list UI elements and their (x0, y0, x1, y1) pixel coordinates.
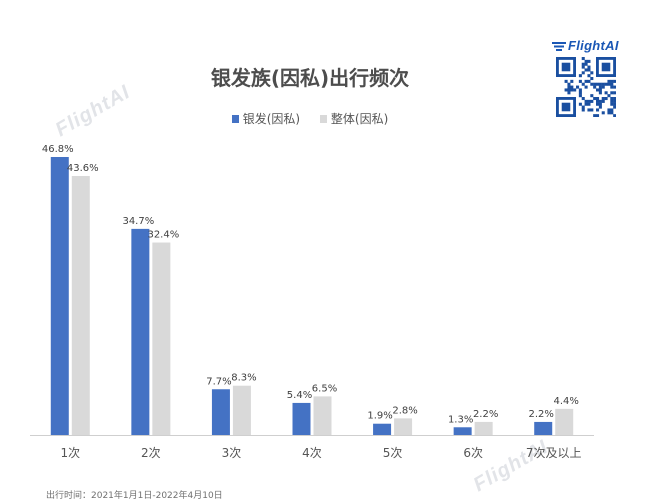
data-label-silver-4: 5.4% (287, 390, 312, 401)
legend-item-silver: 银发(因私) (231, 110, 301, 127)
bar-overall-5 (394, 418, 413, 435)
bar-silver-2 (131, 228, 150, 435)
data-label-silver-7: 2.2% (529, 409, 554, 420)
data-label-silver-3: 7.7% (206, 376, 231, 387)
bar-overall-6 (474, 421, 493, 435)
data-label-overall-2: 32.4% (147, 230, 179, 241)
bar-overall-2 (152, 242, 171, 435)
bar-silver-3 (211, 389, 230, 435)
legend-label-overall: 整体(因私) (330, 112, 389, 126)
plane-logo-icon (552, 42, 566, 52)
x-tick-label-2: 2次 (141, 446, 161, 460)
qr-code-icon (556, 57, 616, 117)
bar-overall-3 (232, 385, 251, 435)
x-tick-label-3: 3次 (222, 446, 242, 460)
brand-name: FlightAI (568, 38, 619, 53)
x-tick-label-7: 7次及以上 (526, 446, 582, 460)
chart-title: 银发族(因私)出行频次 (210, 66, 410, 90)
legend-label-silver: 银发(因私) (242, 112, 301, 126)
bar-silver-6 (453, 427, 472, 435)
x-tick-label-1: 1次 (60, 446, 80, 460)
bar-silver-7 (534, 421, 553, 435)
data-label-overall-6: 2.2% (473, 409, 498, 420)
data-label-silver-2: 34.7% (122, 216, 154, 227)
bar-silver-5 (373, 423, 392, 435)
data-label-overall-4: 6.5% (312, 383, 337, 394)
legend-swatch-silver (231, 115, 239, 123)
x-tick-label-4: 4次 (302, 446, 322, 460)
data-label-silver-6: 1.3% (448, 414, 473, 425)
data-label-overall-1: 43.6% (67, 163, 99, 174)
bar-silver-1 (50, 157, 69, 435)
data-label-silver-5: 1.9% (367, 411, 392, 422)
bar-overall-1 (71, 176, 90, 435)
data-label-overall-5: 2.8% (392, 405, 417, 416)
data-label-overall-7: 4.4% (554, 396, 579, 407)
data-label-silver-1: 46.8% (42, 144, 74, 155)
footnote: 出行时间：2021年1月1日-2022年4月10日 (46, 491, 223, 501)
x-tick-label-6: 6次 (463, 446, 483, 460)
bar-overall-7 (555, 408, 574, 435)
legend-swatch-overall (319, 115, 327, 123)
bar-overall-4 (313, 396, 332, 435)
legend-item-overall: 整体(因私) (319, 110, 389, 127)
chart-legend: 银发(因私) 整体(因私) (0, 110, 620, 127)
data-label-overall-3: 8.3% (231, 373, 256, 384)
x-tick-label-5: 5次 (383, 446, 403, 460)
brand-logo: FlightAI (552, 38, 619, 53)
bar-silver-4 (292, 402, 311, 435)
